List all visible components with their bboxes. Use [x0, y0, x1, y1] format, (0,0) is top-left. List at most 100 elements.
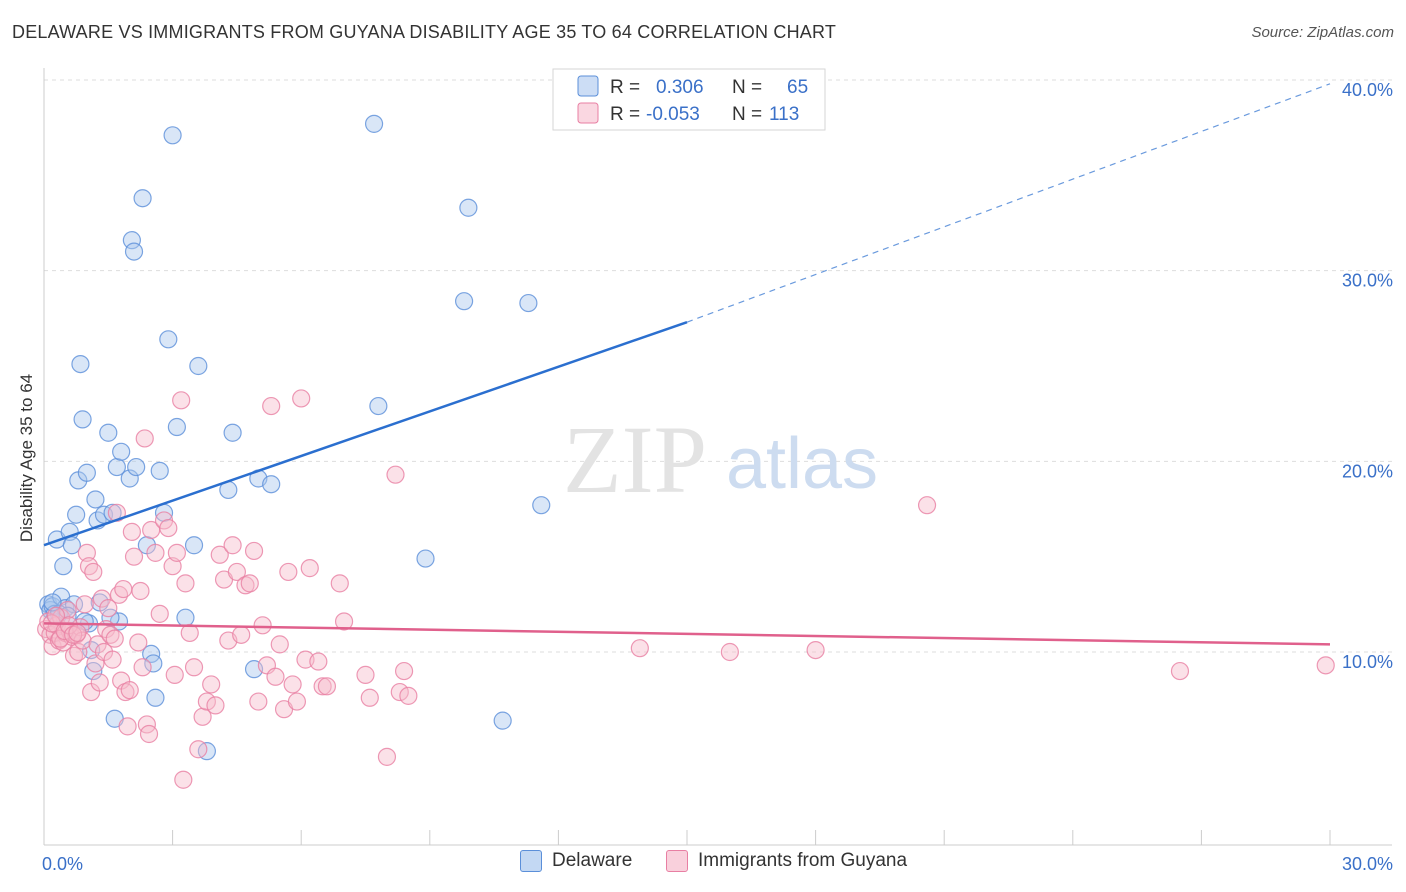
point-delaware	[77, 463, 96, 482]
stats-r-value-guyana: -0.053	[646, 104, 700, 125]
point-guyana	[99, 599, 118, 618]
stats-r-value-delaware: 0.306	[656, 77, 704, 98]
point-delaware	[176, 608, 195, 627]
point-delaware	[71, 354, 90, 374]
point-guyana	[1316, 656, 1335, 675]
point-guyana	[390, 682, 409, 702]
point-delaware	[163, 126, 182, 145]
point-guyana	[92, 589, 111, 608]
point-guyana	[262, 396, 281, 416]
point-guyana	[240, 574, 259, 593]
point-guyana	[313, 677, 332, 696]
stats-r-label-delaware: R =	[610, 77, 640, 98]
source-label: Source: ZipAtlas.com	[1251, 24, 1394, 41]
point-delaware	[159, 330, 178, 349]
legend-label-delaware: Delaware	[552, 850, 633, 871]
point-guyana	[131, 581, 150, 601]
point-delaware	[86, 490, 105, 509]
point-guyana	[184, 658, 204, 677]
point-guyana	[150, 604, 169, 623]
point-guyana	[394, 661, 414, 681]
point-guyana	[292, 389, 311, 408]
point-guyana	[360, 688, 379, 707]
x-tick-label-max: 30.0%	[1342, 854, 1393, 874]
point-guyana	[377, 747, 397, 766]
point-delaware	[454, 292, 474, 311]
point-guyana	[180, 623, 199, 643]
point-guyana	[172, 391, 191, 410]
point-guyana	[129, 633, 148, 652]
point-delaware	[54, 557, 73, 576]
point-delaware	[62, 536, 81, 555]
stats-n-value-delaware: 65	[787, 77, 808, 98]
point-delaware	[127, 457, 146, 477]
point-delaware	[519, 293, 538, 313]
point-guyana	[206, 696, 225, 715]
point-guyana	[223, 536, 242, 555]
point-guyana	[279, 562, 298, 582]
point-guyana	[84, 562, 103, 582]
point-guyana	[88, 635, 107, 654]
point-delaware	[73, 410, 92, 429]
chart-title: DELAWARE VS IMMIGRANTS FROM GUYANA DISAB…	[12, 22, 837, 42]
axes	[43, 68, 1392, 846]
point-delaware	[364, 114, 384, 133]
y-axis-label: Disability Age 35 to 64	[17, 374, 36, 542]
point-delaware	[262, 475, 281, 494]
point-guyana	[114, 579, 133, 599]
point-guyana	[210, 545, 229, 564]
point-guyana	[917, 496, 937, 515]
point-delaware	[493, 711, 512, 730]
point-guyana	[120, 681, 139, 700]
point-guyana	[300, 559, 319, 578]
point-guyana	[386, 465, 405, 484]
point-delaware	[223, 423, 242, 442]
trend-line-guyana	[43, 622, 1331, 646]
legend-label-guyana: Immigrants from Guyana	[698, 850, 908, 871]
point-guyana	[266, 667, 285, 686]
point-guyana	[68, 623, 87, 643]
point-guyana	[232, 625, 251, 644]
point-guyana	[122, 522, 141, 541]
data-points	[37, 114, 1335, 789]
point-guyana	[244, 541, 264, 561]
point-guyana	[399, 686, 418, 705]
point-guyana	[159, 518, 178, 538]
point-guyana	[720, 642, 739, 662]
point-delaware	[184, 536, 204, 555]
point-guyana	[133, 658, 152, 677]
point-guyana	[287, 692, 307, 711]
stats-n-value-guyana: 113	[769, 104, 799, 125]
point-delaware	[120, 469, 139, 488]
point-delaware	[532, 496, 551, 515]
point-guyana	[139, 724, 159, 744]
point-guyana	[189, 740, 208, 759]
point-guyana	[806, 640, 825, 660]
point-guyana	[103, 650, 122, 669]
x-tick-label-min: 0.0%	[42, 854, 83, 874]
y-tick-label-20: 20.0%	[1342, 461, 1393, 481]
point-guyana	[58, 600, 77, 620]
point-delaware	[146, 688, 165, 707]
watermark-atlas: atlas	[726, 424, 878, 504]
legend-swatch-guyana	[666, 850, 688, 872]
legend-item-guyana[interactable]: Immigrants from Guyana	[666, 850, 907, 872]
y-tick-label-10: 10.0%	[1342, 652, 1393, 672]
point-guyana	[105, 629, 124, 648]
tick-labels: 10.0% 20.0% 30.0% 40.0% 0.0% 30.0%	[42, 80, 1393, 874]
point-guyana	[227, 562, 246, 582]
point-guyana	[107, 503, 126, 522]
point-delaware	[167, 417, 186, 437]
stats-swatch-delaware	[577, 75, 599, 97]
point-delaware	[150, 461, 169, 480]
trend-line-delaware-extension	[686, 83, 1331, 323]
point-delaware	[124, 242, 144, 261]
legend-item-delaware[interactable]: Delaware	[520, 850, 632, 872]
point-delaware	[112, 442, 131, 461]
point-guyana	[253, 616, 272, 635]
point-delaware	[459, 198, 478, 217]
stats-legend-box: R = 0.306 N = 65 R = -0.053 N = 113	[552, 68, 826, 131]
y-tick-label-30: 30.0%	[1342, 271, 1393, 291]
point-guyana	[167, 543, 186, 562]
